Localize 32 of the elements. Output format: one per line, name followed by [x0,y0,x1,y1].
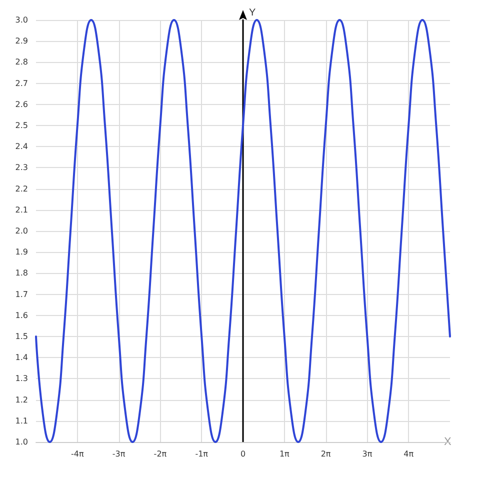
x-tick-label: 3π [362,450,372,458]
x-tick-label: -2π [154,450,167,458]
y-tick-label: 2.8 [15,58,28,67]
x-tick-label: -3π [112,450,126,458]
y-tick-label: 2.3 [15,163,28,172]
x-tick-label: -4π [71,450,84,458]
y-tick-label: 2.0 [15,226,28,236]
x-tick-label: 1π [279,450,290,458]
y-tick-label: 1.4 [15,353,28,362]
y-tick-label: 2.4 [15,142,28,152]
y-tick-label: 1.3 [15,374,28,384]
y-tick-label: 1.1 [15,416,28,426]
y-tick-label: 2.1 [15,205,28,214]
line-series [35,19,451,443]
y-tick-label: 1.8 [15,268,28,278]
y-tick-label: 1.2 [15,395,28,404]
x-tick-label: 2π [320,450,331,458]
x-tick-label: 0 [240,450,246,458]
y-tick-label: 2.5 [15,121,28,130]
x-tick-label: -1π [195,450,208,458]
y-tick-label: 2.7 [15,78,28,88]
y-tick-label: 1.7 [15,290,28,299]
y-tick-label: 1.6 [15,310,28,320]
y-tick-label: 1.9 [15,248,28,257]
y-tick-label: 2.2 [15,184,28,194]
y-axis-title: Y [249,8,256,18]
y-tick-label: 1.5 [15,332,28,341]
y-tick-label: 3.0 [15,16,28,24]
y-tick-label: 2.6 [15,100,28,109]
y-tick-label: 2.9 [15,36,28,46]
y-tick-label: 1.0 [15,438,28,446]
x-tick-label: 4π [404,450,414,458]
